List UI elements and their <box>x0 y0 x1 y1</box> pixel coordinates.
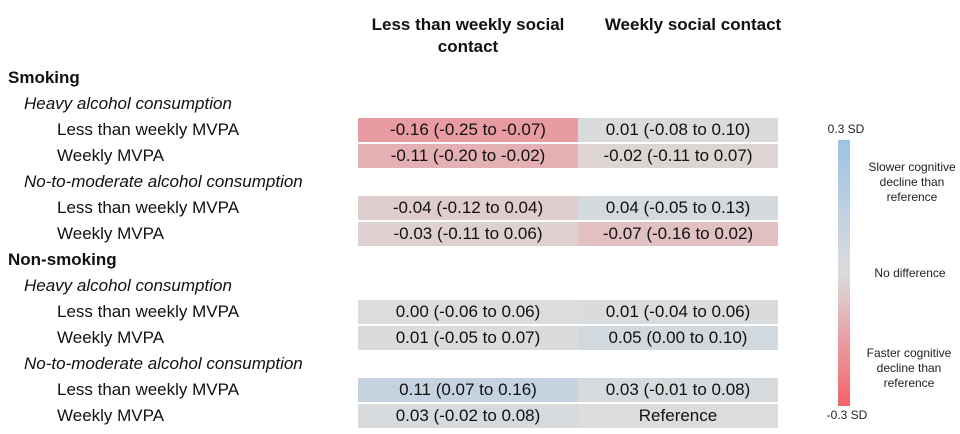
row-label: Less than weekly MVPA <box>57 120 240 139</box>
heatmap-cell: -0.07 (-0.16 to 0.02) <box>578 222 778 246</box>
legend-mid-desc: No difference <box>874 266 946 280</box>
row-label: Weekly MVPA <box>57 224 165 243</box>
heatmap-cell: -0.11 (-0.20 to -0.02) <box>358 144 578 168</box>
subgroup-label: No-to-moderate alcohol consumption <box>24 354 303 373</box>
heatmap-cell: -0.04 (-0.12 to 0.04) <box>358 196 578 220</box>
heatmap-cell: -0.03 (-0.11 to 0.06) <box>358 222 578 246</box>
row-label: Less than weekly MVPA <box>57 380 240 399</box>
legend-max-label: 0.3 SD <box>827 122 865 136</box>
heatmap-cell: 0.01 (-0.08 to 0.10) <box>578 118 778 142</box>
legend-low-desc: Faster cognitive decline than reference <box>866 346 952 390</box>
legend-color-bar <box>838 140 850 406</box>
row-label: Less than weekly MVPA <box>57 302 240 321</box>
heatmap-cell: 0.01 (-0.04 to 0.06) <box>578 300 778 324</box>
heatmap-cell: Reference <box>578 404 778 428</box>
heatmap-cell: 0.11 (0.07 to 0.16) <box>358 378 578 402</box>
heatmap-cell: -0.16 (-0.25 to -0.07) <box>358 118 578 142</box>
row-label: Weekly MVPA <box>57 146 165 165</box>
column-header-weekly: Weekly social contact <box>604 15 782 34</box>
subgroup-label: Heavy alcohol consumption <box>24 276 232 295</box>
row-label: Less than weekly MVPA <box>57 198 240 217</box>
legend-high-desc: Slower cognitive decline than reference <box>868 160 956 204</box>
heatmap-cell: 0.01 (-0.05 to 0.07) <box>358 326 578 350</box>
row-label: Weekly MVPA <box>57 406 165 425</box>
column-header-less-than-weekly: Less than weekly social contact <box>371 15 565 56</box>
heatmap-cell: -0.02 (-0.11 to 0.07) <box>578 144 778 168</box>
legend-min-label: -0.3 SD <box>826 408 868 422</box>
group-label: Non-smoking <box>8 250 117 269</box>
row-label: Weekly MVPA <box>57 328 165 347</box>
heatmap-cell: 0.04 (-0.05 to 0.13) <box>578 196 778 220</box>
heatmap-cell: 0.05 (0.00 to 0.10) <box>578 326 778 350</box>
group-label: Smoking <box>8 68 80 87</box>
heatmap-cell: 0.03 (-0.02 to 0.08) <box>358 404 578 428</box>
heatmap-cell: 0.00 (-0.06 to 0.06) <box>358 300 578 324</box>
heatmap-cell: 0.03 (-0.01 to 0.08) <box>578 378 778 402</box>
subgroup-label: Heavy alcohol consumption <box>24 94 232 113</box>
subgroup-label: No-to-moderate alcohol consumption <box>24 172 303 191</box>
